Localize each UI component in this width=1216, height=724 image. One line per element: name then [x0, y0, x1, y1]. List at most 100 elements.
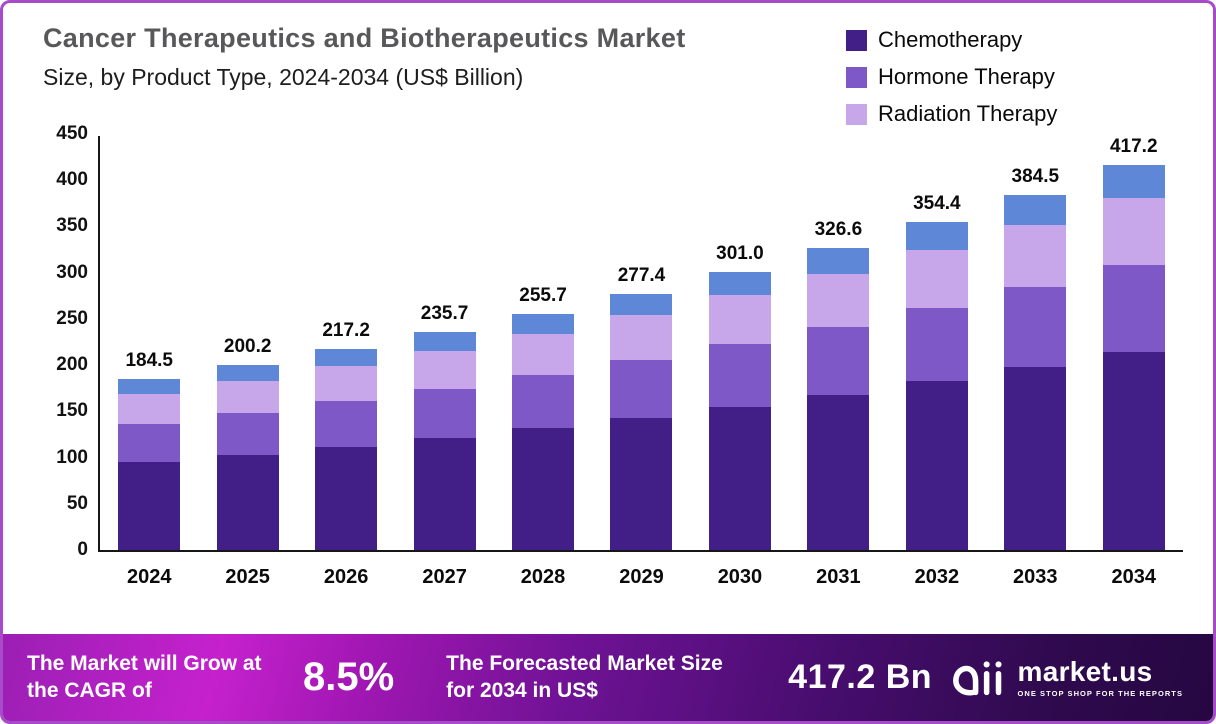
bar-total-label: 200.2	[223, 335, 272, 357]
chart-title-line2: Size, by Product Type, 2024-2034 (US$ Bi…	[43, 64, 524, 90]
bar-total-label: 235.7	[420, 303, 469, 325]
bar-total-label: 384.5	[1011, 165, 1060, 187]
x-axis-label: 2029	[619, 566, 664, 588]
bar-segment	[1102, 265, 1165, 352]
bar-segment	[708, 295, 771, 345]
bar-segment	[315, 349, 378, 367]
x-axis-label: 2025	[225, 566, 270, 588]
y-axis-tick-label: 400	[56, 169, 88, 191]
forecast-value: 417.2 Bn	[788, 658, 933, 696]
legend-item-chemotherapy: Chemotherapy	[846, 27, 1057, 53]
y-axis-tick-label: 300	[56, 261, 88, 283]
legend-swatch-hormone-therapy	[846, 66, 867, 88]
x-axis-label: 2024	[126, 566, 172, 588]
bar-segment	[610, 417, 673, 550]
bar-segment	[413, 388, 476, 438]
x-axis-label: 2027	[422, 566, 467, 588]
y-axis-tick-label: 250	[56, 307, 88, 329]
bar-segment	[610, 315, 673, 361]
bar-group: 277.4 2029	[610, 136, 673, 588]
marketus-logo-text: market.us ONE STOP SHOP FOR THE REPORTS	[1017, 655, 1183, 698]
bar-segment	[807, 273, 870, 327]
bar-segment	[1102, 165, 1165, 198]
plot-area: 184.5 2024 200.2 2025 217.2 2026 235.7 2027 255.…	[56, 123, 1183, 588]
chart-header: Cancer Therapeutics and Biotherapeutics …	[43, 23, 686, 91]
bar-segment	[118, 393, 181, 424]
y-axis-tick-label: 0	[77, 539, 88, 560]
bar-group: 301.0 2030	[708, 136, 771, 588]
bar-total-label: 301.0	[716, 242, 764, 264]
bar-segment	[118, 423, 181, 463]
bar-group: 217.2 2026	[315, 136, 378, 588]
bar-group: 184.5 2024	[118, 136, 181, 588]
bar-segment	[413, 437, 476, 550]
legend-label: Hormone Therapy	[878, 64, 1055, 89]
x-axis-label: 2032	[914, 566, 960, 588]
bar-segment	[610, 360, 673, 418]
bar-segment	[118, 379, 181, 394]
bar-group: 200.2 2025	[216, 136, 279, 588]
bar-segment	[413, 350, 476, 389]
bar-segment	[905, 381, 968, 550]
bar-segment	[216, 380, 279, 414]
bar-group: 384.5 2033	[1004, 136, 1067, 588]
bar-segment	[1004, 287, 1067, 367]
chart-legend: Chemotherapy Hormone Therapy Radiation T…	[846, 27, 1057, 127]
bar-segment	[905, 222, 968, 251]
cagr-value: 8.5%	[303, 655, 395, 699]
marketus-logo: market.us ONE STOP SHOP FOR THE REPORTS	[951, 657, 1183, 699]
bar-segment	[315, 446, 378, 550]
bar-total-label: 184.5	[125, 350, 173, 372]
bar-segment	[905, 250, 968, 308]
bar-segment	[216, 454, 279, 550]
bottom-banner: The Market will Grow at the CAGR of 8.5%…	[3, 634, 1213, 721]
legend-label: Radiation Therapy	[878, 101, 1058, 126]
bar-segment	[216, 364, 279, 381]
bar-segment	[1102, 197, 1165, 266]
x-axis-label: 2030	[717, 566, 763, 588]
bar-segment	[1004, 194, 1067, 225]
bar-segment	[708, 406, 771, 550]
bar-total-label: 217.2	[322, 320, 370, 342]
bar-group: 326.6 2031	[807, 136, 870, 588]
y-axis-tick-label: 100	[56, 446, 88, 468]
y-axis-tick-label: 50	[66, 492, 88, 514]
legend-item-radiation-therapy: Radiation Therapy	[846, 101, 1057, 127]
legend-swatch-radiation-therapy	[846, 103, 867, 125]
bars: 184.5 2024 200.2 2025 217.2 2026 235.7 2027 255.…	[100, 136, 1183, 588]
bar-segment	[315, 401, 378, 447]
x-axis-label: 2026	[323, 566, 369, 588]
legend-label: Chemotherapy	[878, 27, 1023, 52]
bar-total-label: 354.4	[913, 193, 961, 215]
bar-segment	[807, 248, 870, 274]
bar-segment	[610, 293, 673, 316]
x-axis-label: 2034	[1111, 566, 1157, 588]
chart-title-line1: Cancer Therapeutics and Biotherapeutics …	[43, 23, 686, 53]
x-axis-label: 2033	[1013, 566, 1058, 588]
legend-swatch-chemotherapy	[846, 29, 867, 51]
bar-total-label: 326.6	[814, 219, 863, 241]
bar-segment	[512, 428, 575, 550]
marketus-logo-tagline: ONE STOP SHOP FOR THE REPORTS	[1017, 688, 1183, 698]
bar-segment	[118, 462, 181, 550]
cagr-caption: The Market will Grow at the CAGR of	[27, 652, 262, 702]
y-axis-tick-label: 450	[56, 123, 88, 144]
bar-segment	[512, 333, 575, 376]
bar-total-label: 255.7	[519, 284, 567, 306]
bar-segment	[708, 271, 771, 296]
legend-item-hormone-therapy: Hormone Therapy	[846, 64, 1057, 90]
y-axis-tick-label: 200	[56, 354, 88, 376]
y-axis-tick-label: 350	[56, 215, 88, 237]
bar-segment	[413, 332, 476, 351]
bar-segment	[807, 326, 870, 395]
bar-segment	[807, 394, 870, 550]
x-axis-label: 2031	[816, 566, 861, 588]
bar-segment	[512, 375, 575, 429]
marketus-logo-name: market.us	[1017, 655, 1153, 687]
bar-segment	[1004, 367, 1067, 550]
forecast-caption: The Forecasted Market Size for 2034 in U…	[446, 652, 723, 702]
bar-group: 354.4 2032	[905, 136, 968, 588]
bar-group: 255.7 2028	[512, 136, 575, 588]
bar-total-label: 277.4	[617, 264, 666, 286]
